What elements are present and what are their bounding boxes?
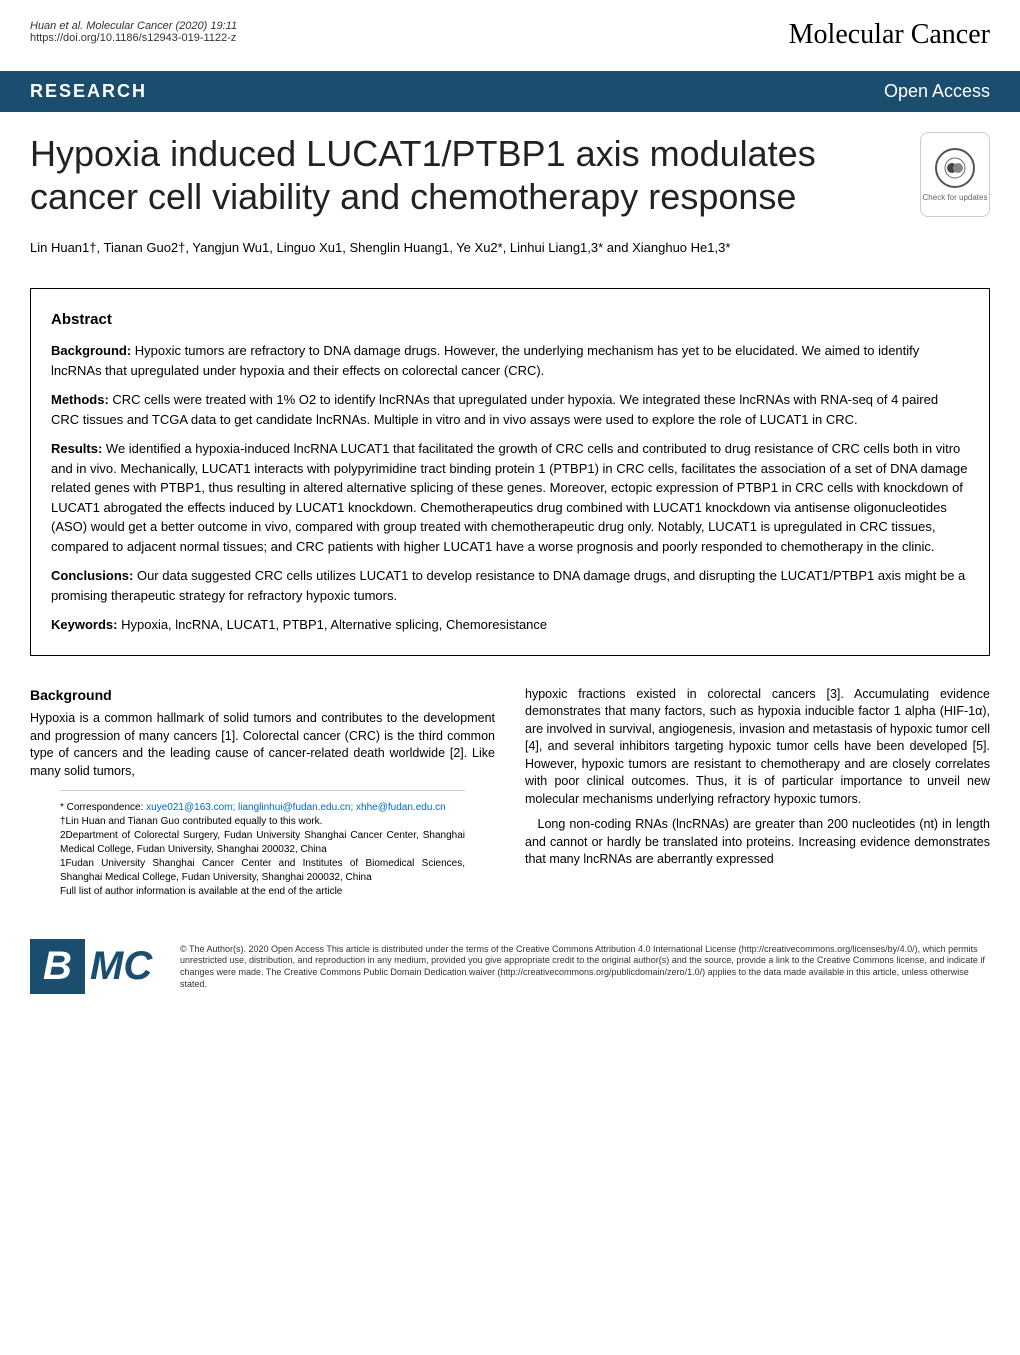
check-updates-badge[interactable]: Check for updates: [920, 132, 990, 217]
corr-fulllist: Full list of author information is avail…: [60, 885, 465, 899]
background-col2-p1: hypoxic fractions existed in colorectal …: [525, 686, 990, 809]
bmc-logo-text: MC: [90, 944, 152, 989]
abs-keywords-label: Keywords:: [51, 617, 117, 632]
bmc-logo: B MC: [30, 939, 160, 994]
abs-background-text: Hypoxic tumors are refractory to DNA dam…: [51, 343, 919, 378]
abstract-conclusions: Conclusions: Our data suggested CRC cell…: [51, 566, 969, 605]
abs-background-label: Background:: [51, 343, 131, 358]
open-access-label: Open Access: [884, 81, 990, 102]
footer: B MC © The Author(s). 2020 Open Access T…: [0, 924, 1020, 1009]
background-col2-p2: Long non-coding RNAs (lncRNAs) are great…: [525, 816, 990, 869]
corr-aff1: 1Fudan University Shanghai Cancer Center…: [60, 857, 465, 885]
authors-line: Lin Huan1†, Tianan Guo2†, Yangjun Wu1, L…: [0, 238, 1020, 273]
background-col1-text: Hypoxia is a common hallmark of solid tu…: [30, 710, 495, 780]
corr-contrib: †Lin Huan and Tianan Guo contributed equ…: [60, 815, 465, 829]
abstract-keywords: Keywords: Hypoxia, lncRNA, LUCAT1, PTBP1…: [51, 615, 969, 635]
abs-methods-text: CRC cells were treated with 1% O2 to ide…: [51, 392, 938, 427]
check-updates-text: Check for updates: [923, 193, 988, 202]
left-column: Background Hypoxia is a common hallmark …: [30, 686, 495, 910]
corr-aff2: 2Department of Colorectal Surgery, Fudan…: [60, 829, 465, 857]
abs-conclusions-text: Our data suggested CRC cells utilizes LU…: [51, 568, 965, 603]
article-title: Hypoxia induced LUCAT1/PTBP1 axis modula…: [30, 132, 880, 218]
title-section: Hypoxia induced LUCAT1/PTBP1 axis modula…: [0, 112, 1020, 238]
article-type-label: RESEARCH: [30, 81, 147, 102]
corr-emails[interactable]: xuye021@163.com; lianglinhui@fudan.edu.c…: [146, 802, 446, 813]
abs-keywords-text: Hypoxia, lncRNA, LUCAT1, PTBP1, Alternat…: [121, 617, 547, 632]
abs-methods-label: Methods:: [51, 392, 109, 407]
article-type-bar: RESEARCH Open Access: [0, 71, 1020, 112]
corr-label: * Correspondence:: [60, 802, 143, 813]
right-column: hypoxic fractions existed in colorectal …: [525, 686, 990, 910]
abstract-heading: Abstract: [51, 309, 969, 332]
license-text: © The Author(s). 2020 Open Access This a…: [180, 944, 990, 991]
abs-results-text: We identified a hypoxia-induced lncRNA L…: [51, 441, 967, 554]
abstract-results: Results: We identified a hypoxia-induced…: [51, 439, 969, 556]
background-heading: Background: [30, 686, 495, 706]
abstract-methods: Methods: CRC cells were treated with 1% …: [51, 390, 969, 429]
abstract-box: Abstract Background: Hypoxic tumors are …: [30, 288, 990, 656]
body-columns: Background Hypoxia is a common hallmark …: [0, 671, 1020, 925]
correspondence-block: * Correspondence: xuye021@163.com; liang…: [60, 790, 465, 909]
abs-results-label: Results:: [51, 441, 102, 456]
abstract-background: Background: Hypoxic tumors are refractor…: [51, 341, 969, 380]
crossmark-icon: [935, 148, 975, 188]
abs-conclusions-label: Conclusions:: [51, 568, 133, 583]
bmc-logo-square: B: [30, 939, 85, 994]
